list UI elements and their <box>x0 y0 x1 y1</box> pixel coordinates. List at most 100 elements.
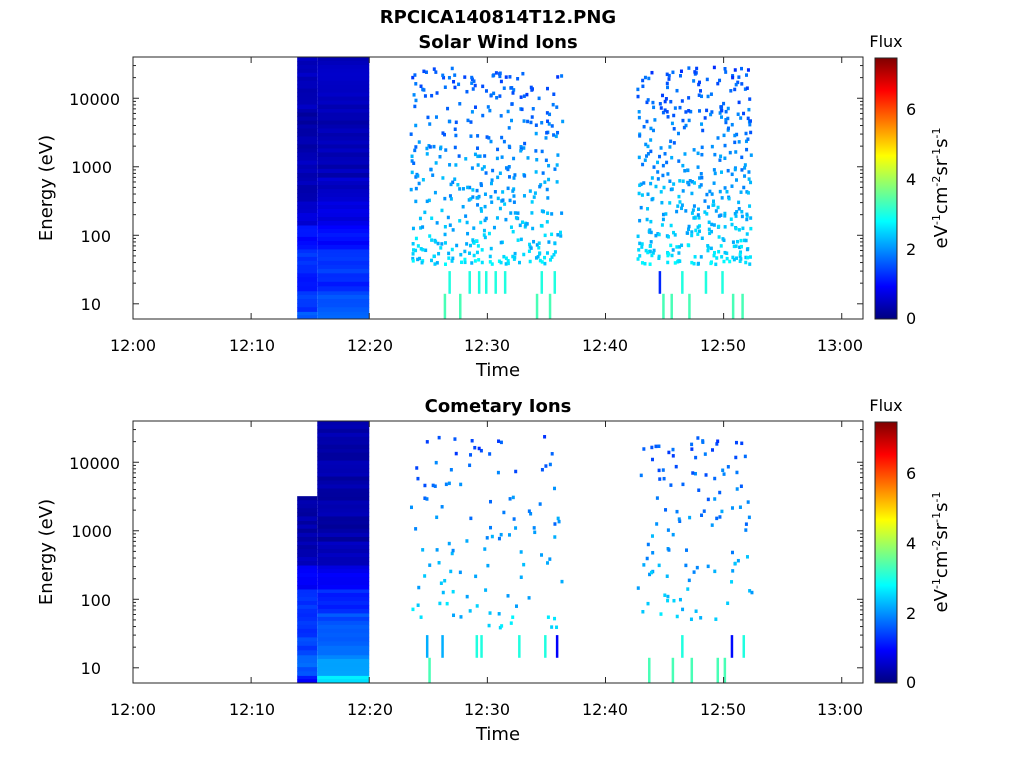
heatmap-pixel <box>502 510 506 515</box>
heatmap-pixel <box>743 87 747 91</box>
heatmap-cell <box>297 212 318 218</box>
heatmap-pixel <box>411 242 415 246</box>
heatmap-pixel <box>498 74 502 79</box>
heatmap-pixel <box>747 515 751 520</box>
heatmap-cell <box>317 569 370 574</box>
heatmap-pixel <box>749 153 753 157</box>
heatmap-cell <box>297 592 318 598</box>
heatmap-pixel <box>545 111 549 115</box>
heatmap-pixel <box>476 244 480 248</box>
heatmap-pixel <box>638 241 642 246</box>
svg-text:eV-1cm-2sr-1s-1: eV-1cm-2sr-1s-1 <box>930 128 952 249</box>
heatmap-pixel <box>519 145 523 149</box>
heatmap-pixel <box>664 97 668 101</box>
heatmap-cell <box>297 628 318 634</box>
heatmap-pixel <box>435 91 439 95</box>
heatmap-pixel <box>448 223 452 227</box>
heatmap-pixel <box>450 259 454 263</box>
heatmap-pixel <box>637 115 641 120</box>
heatmap-pixel <box>416 603 420 607</box>
heatmap-pixel <box>411 259 415 263</box>
heatmap-pixel <box>423 496 427 500</box>
heatmap-pixel <box>648 244 652 249</box>
heatmap-cell <box>297 168 318 174</box>
heatmap-pixel <box>744 522 748 526</box>
x-tick-label: 12:30 <box>464 700 510 719</box>
heatmap-pixel <box>417 181 421 186</box>
heatmap-pixel <box>550 452 554 456</box>
heatmap-cell <box>317 528 370 534</box>
heatmap-pixel <box>546 211 550 215</box>
heatmap-pixel <box>736 112 740 116</box>
heatmap-pixel <box>675 245 679 249</box>
heatmap-pixel <box>703 116 707 120</box>
heatmap-pixel <box>677 251 681 255</box>
colorbar-tick: 4 <box>906 170 916 189</box>
heatmap-pixel <box>682 125 686 130</box>
heatmap-bar <box>662 293 665 319</box>
heatmap-pixel <box>439 146 443 151</box>
heatmap-pixel <box>723 211 727 216</box>
x-tick-label: 12:10 <box>229 336 275 355</box>
heatmap-pixel <box>412 93 416 97</box>
heatmap-pixel <box>716 136 720 140</box>
heatmap-cell <box>297 528 318 534</box>
heatmap-pixel <box>472 226 476 230</box>
heatmap-pixel <box>685 231 689 235</box>
colorbar-title: Flux <box>869 396 902 415</box>
heatmap-pixel <box>649 230 653 235</box>
heatmap-pixel <box>550 124 554 128</box>
heatmap-cell <box>297 516 318 521</box>
heatmap-pixel <box>469 120 473 124</box>
heatmap-pixel <box>672 230 676 235</box>
heatmap-pixel <box>458 187 462 191</box>
heatmap-pixel <box>700 94 704 99</box>
colorbar-tick: 2 <box>906 240 916 259</box>
heatmap-pixel <box>700 236 704 241</box>
heatmap-cell <box>317 252 370 258</box>
heatmap-pixel <box>479 182 483 186</box>
heatmap-pixel <box>500 155 504 159</box>
heatmap-pixel <box>475 239 479 243</box>
heatmap-pixel <box>644 142 648 147</box>
colorbar-tick: 2 <box>906 604 916 623</box>
heatmap-pixel <box>430 238 434 242</box>
heatmap-pixel <box>646 192 650 196</box>
heatmap-pixel <box>448 163 452 167</box>
heatmap-pixel <box>678 105 682 110</box>
heatmap-pixel <box>668 179 672 183</box>
x-tick-label: 13:00 <box>817 336 863 355</box>
heatmap-pixel <box>640 245 644 249</box>
heatmap-pixel <box>651 251 655 255</box>
heatmap-pixel <box>744 238 748 243</box>
heatmap-pixel <box>545 131 549 135</box>
heatmap-bar <box>448 271 451 294</box>
heatmap-bar <box>670 293 673 319</box>
heatmap-pixel <box>658 102 662 106</box>
heatmap-pixel <box>525 92 529 97</box>
heatmap-cell <box>297 632 318 638</box>
heatmap-pixel <box>649 149 653 154</box>
heatmap-cell <box>317 632 370 638</box>
heatmap-cell <box>297 76 318 82</box>
heatmap-pixel <box>450 66 454 71</box>
heatmap-pixel <box>714 617 718 621</box>
heatmap-pixel <box>414 82 418 86</box>
heatmap-pixel <box>700 513 704 517</box>
heatmap-pixel <box>453 73 457 77</box>
heatmap-pixel <box>552 92 556 96</box>
heatmap-pixel <box>479 448 483 453</box>
heatmap-pixel <box>744 139 748 144</box>
heatmap-pixel <box>679 74 683 78</box>
heatmap-cell <box>297 624 318 630</box>
heatmap-cell <box>317 636 370 642</box>
heatmap-pixel <box>747 170 751 174</box>
heatmap-pixel <box>687 96 691 100</box>
heatmap-cell <box>317 520 370 526</box>
heatmap-pixel <box>695 565 699 570</box>
heatmap-pixel <box>483 204 487 209</box>
heatmap-pixel <box>703 210 707 214</box>
heatmap-pixel <box>416 244 420 248</box>
heatmap-pixel <box>725 189 729 194</box>
heatmap-pixel <box>707 227 711 232</box>
